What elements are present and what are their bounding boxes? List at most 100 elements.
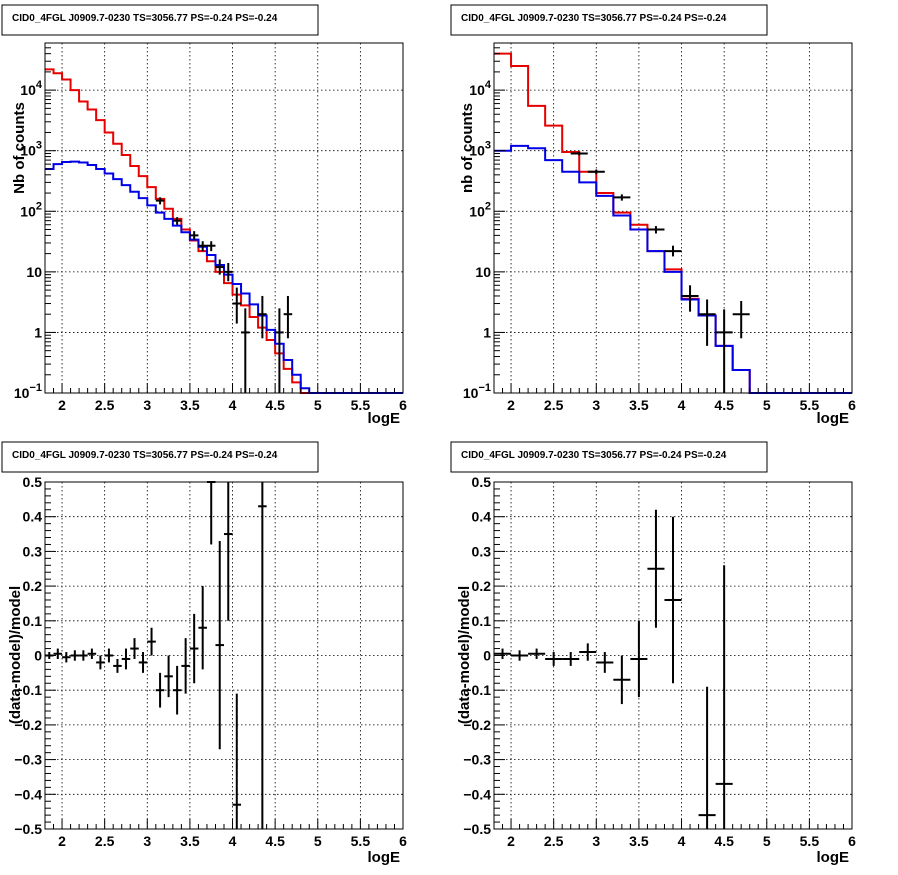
x-axis-label: logE — [817, 849, 850, 866]
chart-title: CID0_4FGL J0909.7-0230 TS=3056.77 PS=-0.… — [12, 450, 278, 461]
chart-panel-2: CID0_4FGL J0909.7-0230 TS=3056.77 PS=-0.… — [450, 4, 856, 427]
x-tick-label: 4.5 — [265, 833, 285, 849]
y-tick-exponent: 2 — [485, 200, 491, 212]
x-tick-label: 4.5 — [714, 833, 734, 849]
chart-panel-4: CID0_4FGL J0909.7-0230 TS=3056.77 PS=-0.… — [450, 441, 856, 866]
data-point — [698, 299, 716, 346]
y-tick-label: −0.1 — [463, 682, 491, 698]
data-point — [613, 655, 631, 705]
x-axis-label: logE — [368, 410, 401, 427]
y-tick-label: −0.4 — [14, 786, 42, 802]
y-tick-label: 0.5 — [472, 474, 492, 490]
x-axis-label: logE — [368, 849, 401, 866]
data-point — [104, 648, 114, 663]
x-tick-label: 5 — [314, 833, 322, 849]
y-tick-exponent: −1 — [478, 382, 491, 394]
y-tick-label: −0.2 — [463, 717, 491, 733]
data-point — [275, 308, 284, 393]
y-tick-label: 0.2 — [472, 578, 492, 594]
x-tick-label: 6 — [848, 397, 856, 413]
data-point — [164, 655, 173, 698]
y-axis-label: (data-model)/model — [7, 586, 24, 724]
plot-frame — [493, 42, 853, 394]
data-point — [681, 285, 699, 312]
data-point — [562, 652, 580, 666]
y-tick-exponent: 3 — [36, 140, 42, 152]
data-point — [70, 650, 80, 661]
y-tick-label: 0.3 — [472, 543, 492, 559]
y-tick-base: 10 — [20, 143, 36, 159]
y-tick-label: 0.4 — [23, 509, 43, 525]
data-point — [215, 540, 224, 750]
y-tick-label: 10 — [475, 264, 491, 280]
y-tick-exponent: 4 — [36, 79, 43, 91]
data-point — [224, 482, 233, 621]
x-tick-label: 5.5 — [800, 833, 820, 849]
y-tick-label: 103 — [20, 140, 42, 159]
x-tick-label: 2 — [58, 397, 66, 413]
data-point — [189, 613, 199, 684]
x-tick-label: 6 — [399, 397, 407, 413]
y-tick-label: 1 — [483, 324, 491, 340]
data-point — [630, 620, 648, 698]
x-tick-label: 2.5 — [95, 397, 115, 413]
data-point — [155, 197, 165, 205]
y-tick-label: −0.5 — [14, 821, 42, 837]
y-tick-base: 10 — [20, 82, 36, 98]
x-tick-label: 4 — [678, 833, 686, 849]
x-tick-label: 4.5 — [265, 397, 285, 413]
data-point — [732, 301, 750, 339]
data-point — [138, 652, 148, 673]
chart-title-box — [450, 441, 768, 473]
data-point — [206, 481, 216, 545]
x-tick-label: 2.5 — [544, 397, 564, 413]
data-point — [198, 241, 207, 252]
y-tick-exponent: −1 — [29, 382, 42, 394]
data-point — [579, 643, 597, 661]
data-point — [147, 627, 156, 656]
y-tick-exponent: 2 — [36, 200, 42, 212]
x-tick-label: 2 — [507, 833, 515, 849]
data-point — [224, 263, 233, 282]
data-point — [181, 638, 190, 694]
chart-title-box — [1, 441, 319, 473]
data-point — [172, 665, 182, 715]
data-point — [189, 231, 199, 240]
data-point — [511, 650, 529, 661]
data-point — [155, 672, 165, 708]
x-tick-label: 3.5 — [629, 833, 649, 849]
y-tick-label: 1 — [34, 324, 42, 340]
x-tick-label: 5.5 — [351, 833, 371, 849]
y-tick-label: 104 — [20, 79, 43, 98]
chart-title-box — [1, 4, 319, 36]
data-point — [87, 648, 97, 659]
data-point — [698, 686, 716, 829]
data-point — [258, 482, 267, 829]
model-total-line — [494, 52, 852, 394]
y-tick-base: 10 — [469, 143, 485, 159]
y-tick-base: 10 — [20, 203, 36, 219]
x-tick-label: 4.5 — [714, 397, 734, 413]
plot-frame — [44, 42, 404, 394]
x-tick-label: 3 — [592, 397, 600, 413]
data-point — [198, 586, 207, 670]
y-tick-label: 0.4 — [472, 509, 492, 525]
y-tick-label: 0 — [34, 648, 42, 664]
x-tick-label: 2 — [58, 833, 66, 849]
data-point — [494, 648, 512, 659]
x-tick-label: 5 — [763, 397, 771, 413]
data-point — [232, 287, 242, 324]
data-point — [587, 169, 605, 175]
y-tick-label: 10 — [26, 264, 42, 280]
chart-title: CID0_4FGL J0909.7-0230 TS=3056.77 PS=-0.… — [461, 13, 727, 24]
x-axis-label: logE — [817, 410, 850, 427]
data-point — [172, 217, 182, 225]
x-tick-label: 5 — [314, 397, 322, 413]
data-point — [258, 295, 267, 339]
data-point — [215, 259, 224, 275]
data-point — [53, 648, 63, 659]
y-axis-label: nb of counts — [459, 103, 476, 193]
x-tick-label: 5.5 — [351, 397, 371, 413]
y-tick-label: 0.5 — [23, 474, 43, 490]
